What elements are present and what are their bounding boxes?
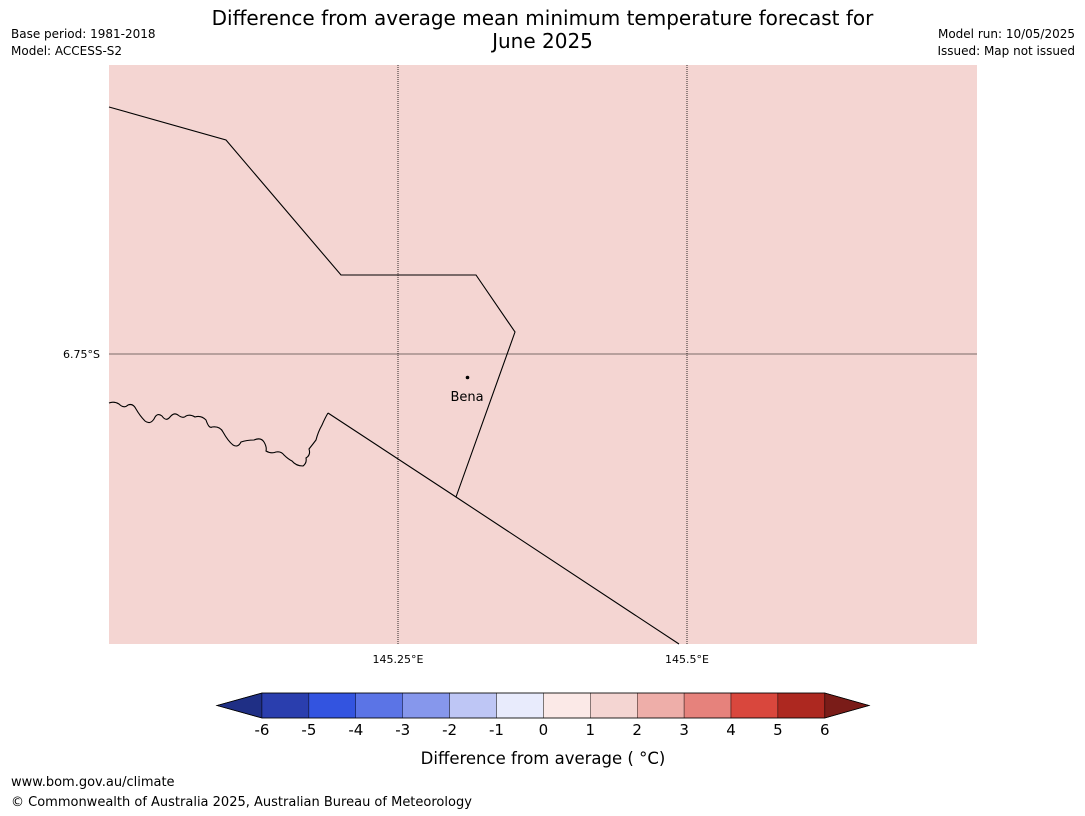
- legend-tick-label: -6: [255, 721, 270, 739]
- title-line-2: June 2025: [492, 29, 593, 53]
- legend-swatch: [308, 692, 356, 719]
- coastline-border: [108, 401, 329, 467]
- legend-tick-label: 6: [820, 721, 830, 739]
- model-run: Model run: 10/05/2025: [937, 27, 1075, 41]
- model-name: Model: ACCESS-S2: [11, 44, 123, 58]
- bena-marker: [465, 375, 470, 380]
- title-line-1: Difference from average mean minimum tem…: [211, 6, 874, 30]
- legend-swatch: [496, 692, 544, 719]
- legend-swatch: [590, 692, 638, 719]
- legend-tick-label: -3: [395, 721, 410, 739]
- legend-swatch: [637, 692, 685, 719]
- legend-title: Difference from average ( °C): [421, 749, 666, 768]
- base-period: Base period: 1981-2018: [11, 27, 156, 41]
- place-label-bena: Bena: [450, 390, 483, 405]
- footer-copyright: © Commonwealth of Australia 2025, Austra…: [11, 795, 472, 810]
- footer-url: www.bom.gov.au/climate: [11, 775, 175, 790]
- legend-swatch: [355, 692, 403, 719]
- legend-swatch: [449, 692, 497, 719]
- legend-extend-high: [824, 692, 871, 719]
- legend-tick-label: -5: [301, 721, 316, 739]
- meta-right: Model run: 10/05/2025 Issued: Map not is…: [937, 26, 1075, 60]
- lat-label: 6.75°S: [63, 348, 100, 361]
- legend-extend-low: [215, 692, 263, 719]
- province-boundary: [108, 106, 516, 498]
- page-title: Difference from average mean minimum tem…: [180, 7, 905, 53]
- legend-swatch: [683, 692, 732, 719]
- province-boundary-south: [327, 412, 680, 645]
- legend-tick-label: -4: [348, 721, 363, 739]
- legend-swatch: [730, 692, 779, 719]
- legend-tick-label: 5: [773, 721, 783, 739]
- legend-swatch: [261, 692, 310, 719]
- legend-swatch: [543, 692, 591, 719]
- legend-tick-label: 2: [632, 721, 642, 739]
- legend-tick-label: 0: [539, 721, 549, 739]
- legend-tick-label: -1: [489, 721, 504, 739]
- legend-swatch: [777, 692, 826, 719]
- legend-tick-labels: -6 -5 -4 -3 -2 -1 0 1 2 3 4 5 6: [255, 721, 830, 739]
- issued-status: Issued: Map not issued: [937, 44, 1075, 58]
- legend-colorbar: [215, 692, 871, 719]
- legend-tick-label: -2: [442, 721, 457, 739]
- legend-tick-label: 3: [679, 721, 689, 739]
- legend-swatch: [402, 692, 450, 719]
- lon-label-145-5: 145.5°E: [665, 653, 709, 666]
- legend-tick-label: 1: [586, 721, 596, 739]
- legend-tick-label: 4: [726, 721, 736, 739]
- lon-label-145-25: 145.25°E: [373, 653, 424, 666]
- legend-outline: [215, 692, 871, 719]
- meta-left: Base period: 1981-2018 Model: ACCESS-S2: [11, 26, 156, 60]
